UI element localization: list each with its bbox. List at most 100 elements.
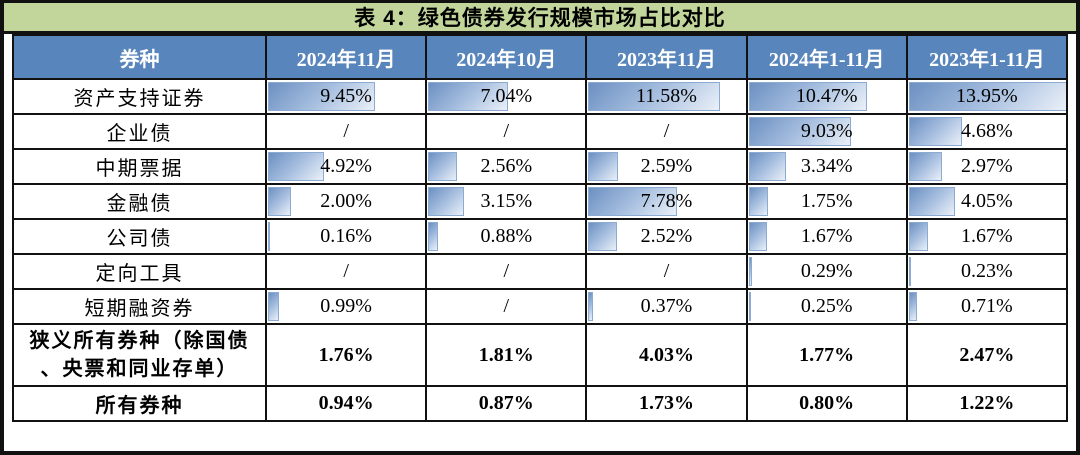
cell-value: 13.95%	[956, 85, 1018, 107]
value-cell: 4.03%	[585, 323, 748, 387]
column-header-1: 2024年11月	[264, 34, 428, 80]
value-cell: 3.15%	[425, 183, 588, 220]
value-cell: 1.73%	[585, 385, 748, 422]
table-row: 金融债 2.00% 3.15% 7.78% 1.75% 4.05%	[12, 183, 1069, 220]
value-cell: 9.03%	[745, 113, 908, 150]
cell-value: 0.87%	[478, 392, 534, 414]
value-cell: 7.78%	[585, 183, 748, 220]
value-cell: 11.58%	[585, 78, 748, 115]
cell-value: 4.03%	[638, 343, 694, 366]
value-cell: 2.59%	[585, 148, 748, 185]
data-bar	[268, 292, 280, 321]
value-cell: 4.05%	[905, 183, 1069, 220]
data-bar	[268, 82, 376, 111]
data-bar	[908, 222, 928, 251]
cell-value: 2.59%	[640, 155, 693, 177]
cell-value: 0.16%	[320, 225, 372, 247]
value-cell: 0.80%	[745, 385, 908, 422]
data-bar	[268, 222, 270, 251]
cell-value: 4.92%	[320, 155, 372, 177]
data-bar	[748, 152, 787, 181]
cell-value: 7.78%	[640, 190, 693, 212]
cell-value: 3.15%	[480, 190, 533, 212]
data-bar	[748, 222, 768, 251]
value-cell: /	[425, 288, 588, 325]
row-label-cell: 公司债	[12, 218, 267, 255]
data-bar	[748, 257, 752, 286]
cell-value: 1.81%	[478, 343, 534, 366]
value-cell: 2.52%	[585, 218, 748, 255]
data-bar	[908, 292, 917, 321]
header-row: 券种 2024年11月 2024年10月 2023年11月 2024年1-11月 2023…	[12, 34, 1069, 80]
cell-value: 0.94%	[318, 392, 374, 414]
value-cell: 2.00%	[264, 183, 428, 220]
value-cell: /	[264, 113, 428, 150]
cell-value: 9.03%	[800, 120, 853, 142]
table-title: 表 4：绿色债券发行规模市场占比对比	[4, 3, 1076, 34]
cell-value: 9.45%	[320, 85, 372, 107]
cell-value: 0.80%	[799, 392, 855, 414]
data-bar	[748, 82, 868, 111]
cell-value: 0.88%	[480, 225, 533, 247]
table-row: 企业债 / / / 9.03% 4.68%	[12, 113, 1069, 150]
value-cell: 1.77%	[745, 323, 908, 387]
table-row: 短期融资券 0.99% / 0.37% 0.25% 0.71%	[12, 288, 1069, 325]
row-label-cell: 金融债	[12, 183, 267, 220]
value-cell: /	[585, 113, 748, 150]
value-cell: 3.34%	[745, 148, 908, 185]
cell-value: 0.71%	[961, 295, 1013, 317]
cell-value: 0.25%	[800, 295, 853, 317]
data-bar	[748, 187, 769, 216]
data-bar	[268, 152, 324, 181]
cell-value: 7.04%	[480, 85, 533, 107]
cell-value: 1.76%	[318, 343, 374, 366]
value-cell: 7.04%	[425, 78, 588, 115]
row-label-cell: 所有券种	[12, 385, 267, 422]
cell-value: 4.68%	[961, 120, 1013, 142]
cell-value: 1.22%	[959, 392, 1015, 414]
data-bar	[908, 152, 943, 181]
green-bond-share-table: 券种 2024年11月 2024年10月 2023年11月 2024年1-11月 2023…	[12, 34, 1069, 422]
cell-value: 1.67%	[800, 225, 853, 247]
value-cell: /	[425, 113, 588, 150]
row-label-cell: 资产支持证券	[12, 78, 267, 115]
row-label-cell: 企业债	[12, 113, 267, 150]
table-row: 所有券种 0.94% 0.87% 1.73% 0.80% 1.22%	[12, 385, 1069, 422]
data-bar	[268, 187, 291, 216]
value-cell: 1.76%	[264, 323, 428, 387]
value-cell: /	[585, 253, 748, 290]
value-cell: 9.45%	[264, 78, 428, 115]
value-cell: /	[425, 253, 588, 290]
table-body: 资产支持证券 9.45% 7.04% 11.58% 10.47% 13.95% 企业债 / / /…	[12, 78, 1069, 422]
value-cell: 1.75%	[745, 183, 908, 220]
value-cell: 1.67%	[745, 218, 908, 255]
cell-value: /	[503, 295, 510, 317]
value-cell: 1.22%	[905, 385, 1069, 422]
data-bar	[428, 187, 464, 216]
cell-value: 2.52%	[640, 225, 693, 247]
value-cell: 1.67%	[905, 218, 1069, 255]
value-cell: /	[264, 253, 428, 290]
cell-value: 1.73%	[638, 392, 694, 414]
column-header-5: 2023年1-11月	[905, 34, 1069, 80]
table-row: 定向工具 / / / 0.29% 0.23%	[12, 253, 1069, 290]
value-cell: 0.25%	[745, 288, 908, 325]
row-label-cell: 中期票据	[12, 148, 267, 185]
data-bar	[748, 117, 851, 146]
cell-value: /	[343, 260, 349, 282]
row-label-cell: 定向工具	[12, 253, 267, 290]
column-header-2: 2024年10月	[425, 34, 588, 80]
cell-value: 0.23%	[961, 260, 1013, 282]
table-header: 券种 2024年11月 2024年10月 2023年11月 2024年1-11月 2023…	[12, 34, 1069, 80]
data-bar	[908, 187, 955, 216]
cell-value: 11.58%	[636, 85, 697, 107]
value-cell: 0.99%	[264, 288, 428, 325]
cell-value: 0.37%	[640, 295, 693, 317]
value-cell: 13.95%	[905, 78, 1069, 115]
value-cell: 0.23%	[905, 253, 1069, 290]
data-bar	[588, 187, 677, 216]
value-cell: 1.81%	[425, 323, 588, 387]
cell-value: /	[503, 120, 510, 142]
value-cell: 0.88%	[425, 218, 588, 255]
table-wrap: 券种 2024年11月 2024年10月 2023年11月 2024年1-11月 2023…	[4, 34, 1076, 422]
